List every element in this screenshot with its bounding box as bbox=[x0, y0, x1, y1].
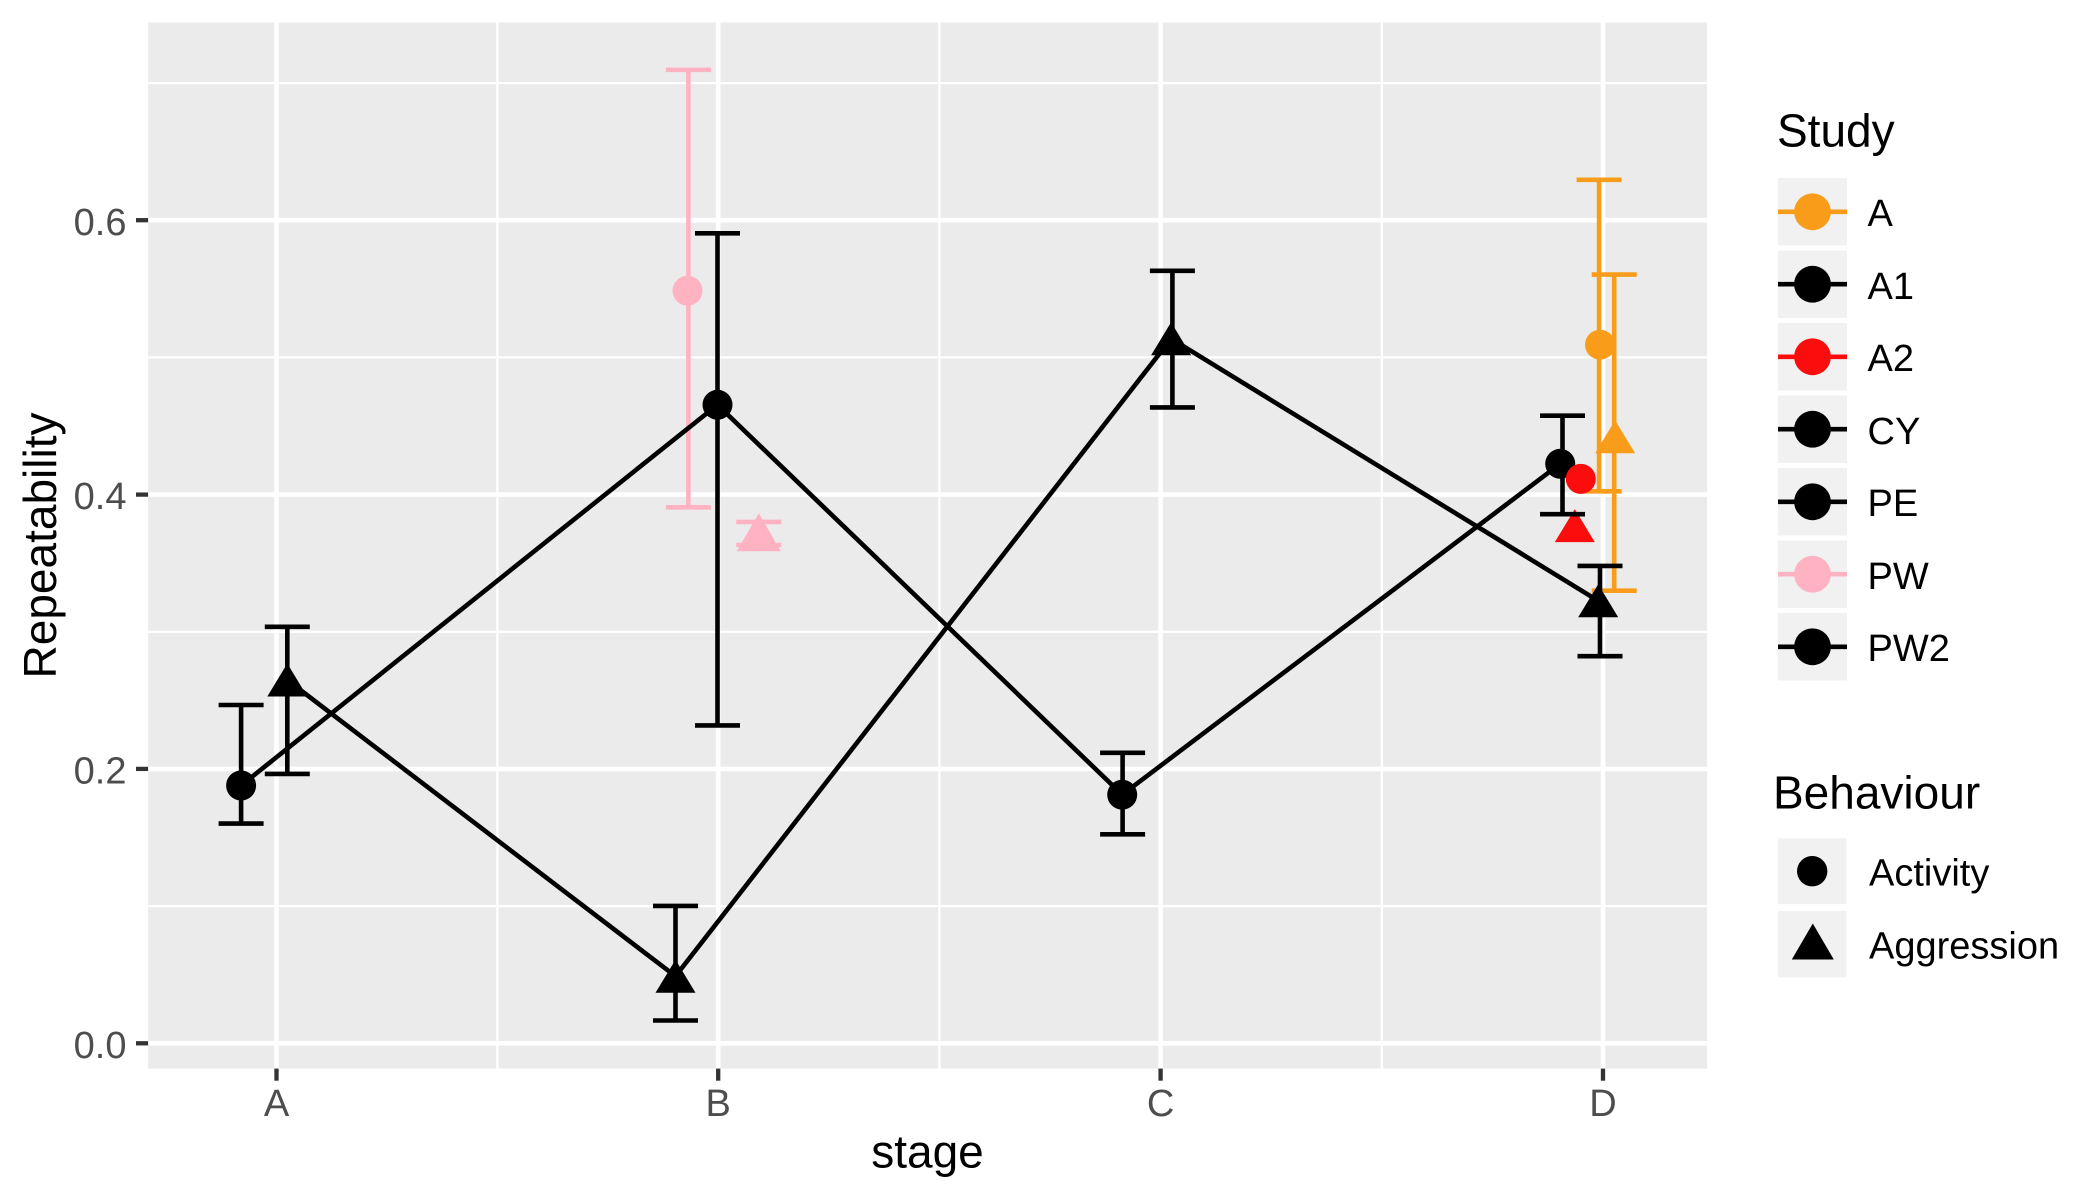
svg-text:0.4: 0.4 bbox=[74, 476, 127, 518]
svg-text:Activity: Activity bbox=[1869, 853, 1989, 895]
svg-text:Study: Study bbox=[1777, 105, 1895, 157]
svg-text:C: C bbox=[1147, 1083, 1174, 1125]
svg-text:0.2: 0.2 bbox=[74, 750, 127, 792]
svg-text:PW: PW bbox=[1868, 556, 1929, 598]
svg-text:D: D bbox=[1589, 1083, 1616, 1125]
svg-text:0.0: 0.0 bbox=[74, 1025, 127, 1067]
svg-text:stage: stage bbox=[871, 1126, 984, 1178]
svg-text:A: A bbox=[264, 1083, 290, 1125]
svg-text:Repeatability: Repeatability bbox=[14, 413, 66, 679]
svg-text:CY: CY bbox=[1868, 411, 1921, 453]
svg-text:A1: A1 bbox=[1868, 266, 1914, 308]
svg-text:PW2: PW2 bbox=[1868, 628, 1950, 670]
svg-text:PE: PE bbox=[1868, 483, 1919, 525]
svg-text:Aggression: Aggression bbox=[1869, 926, 2059, 968]
svg-text:Behaviour: Behaviour bbox=[1773, 766, 1980, 818]
svg-text:0.6: 0.6 bbox=[74, 202, 127, 244]
svg-text:A2: A2 bbox=[1868, 338, 1914, 380]
svg-text:A: A bbox=[1868, 193, 1894, 235]
svg-text:B: B bbox=[706, 1083, 731, 1125]
